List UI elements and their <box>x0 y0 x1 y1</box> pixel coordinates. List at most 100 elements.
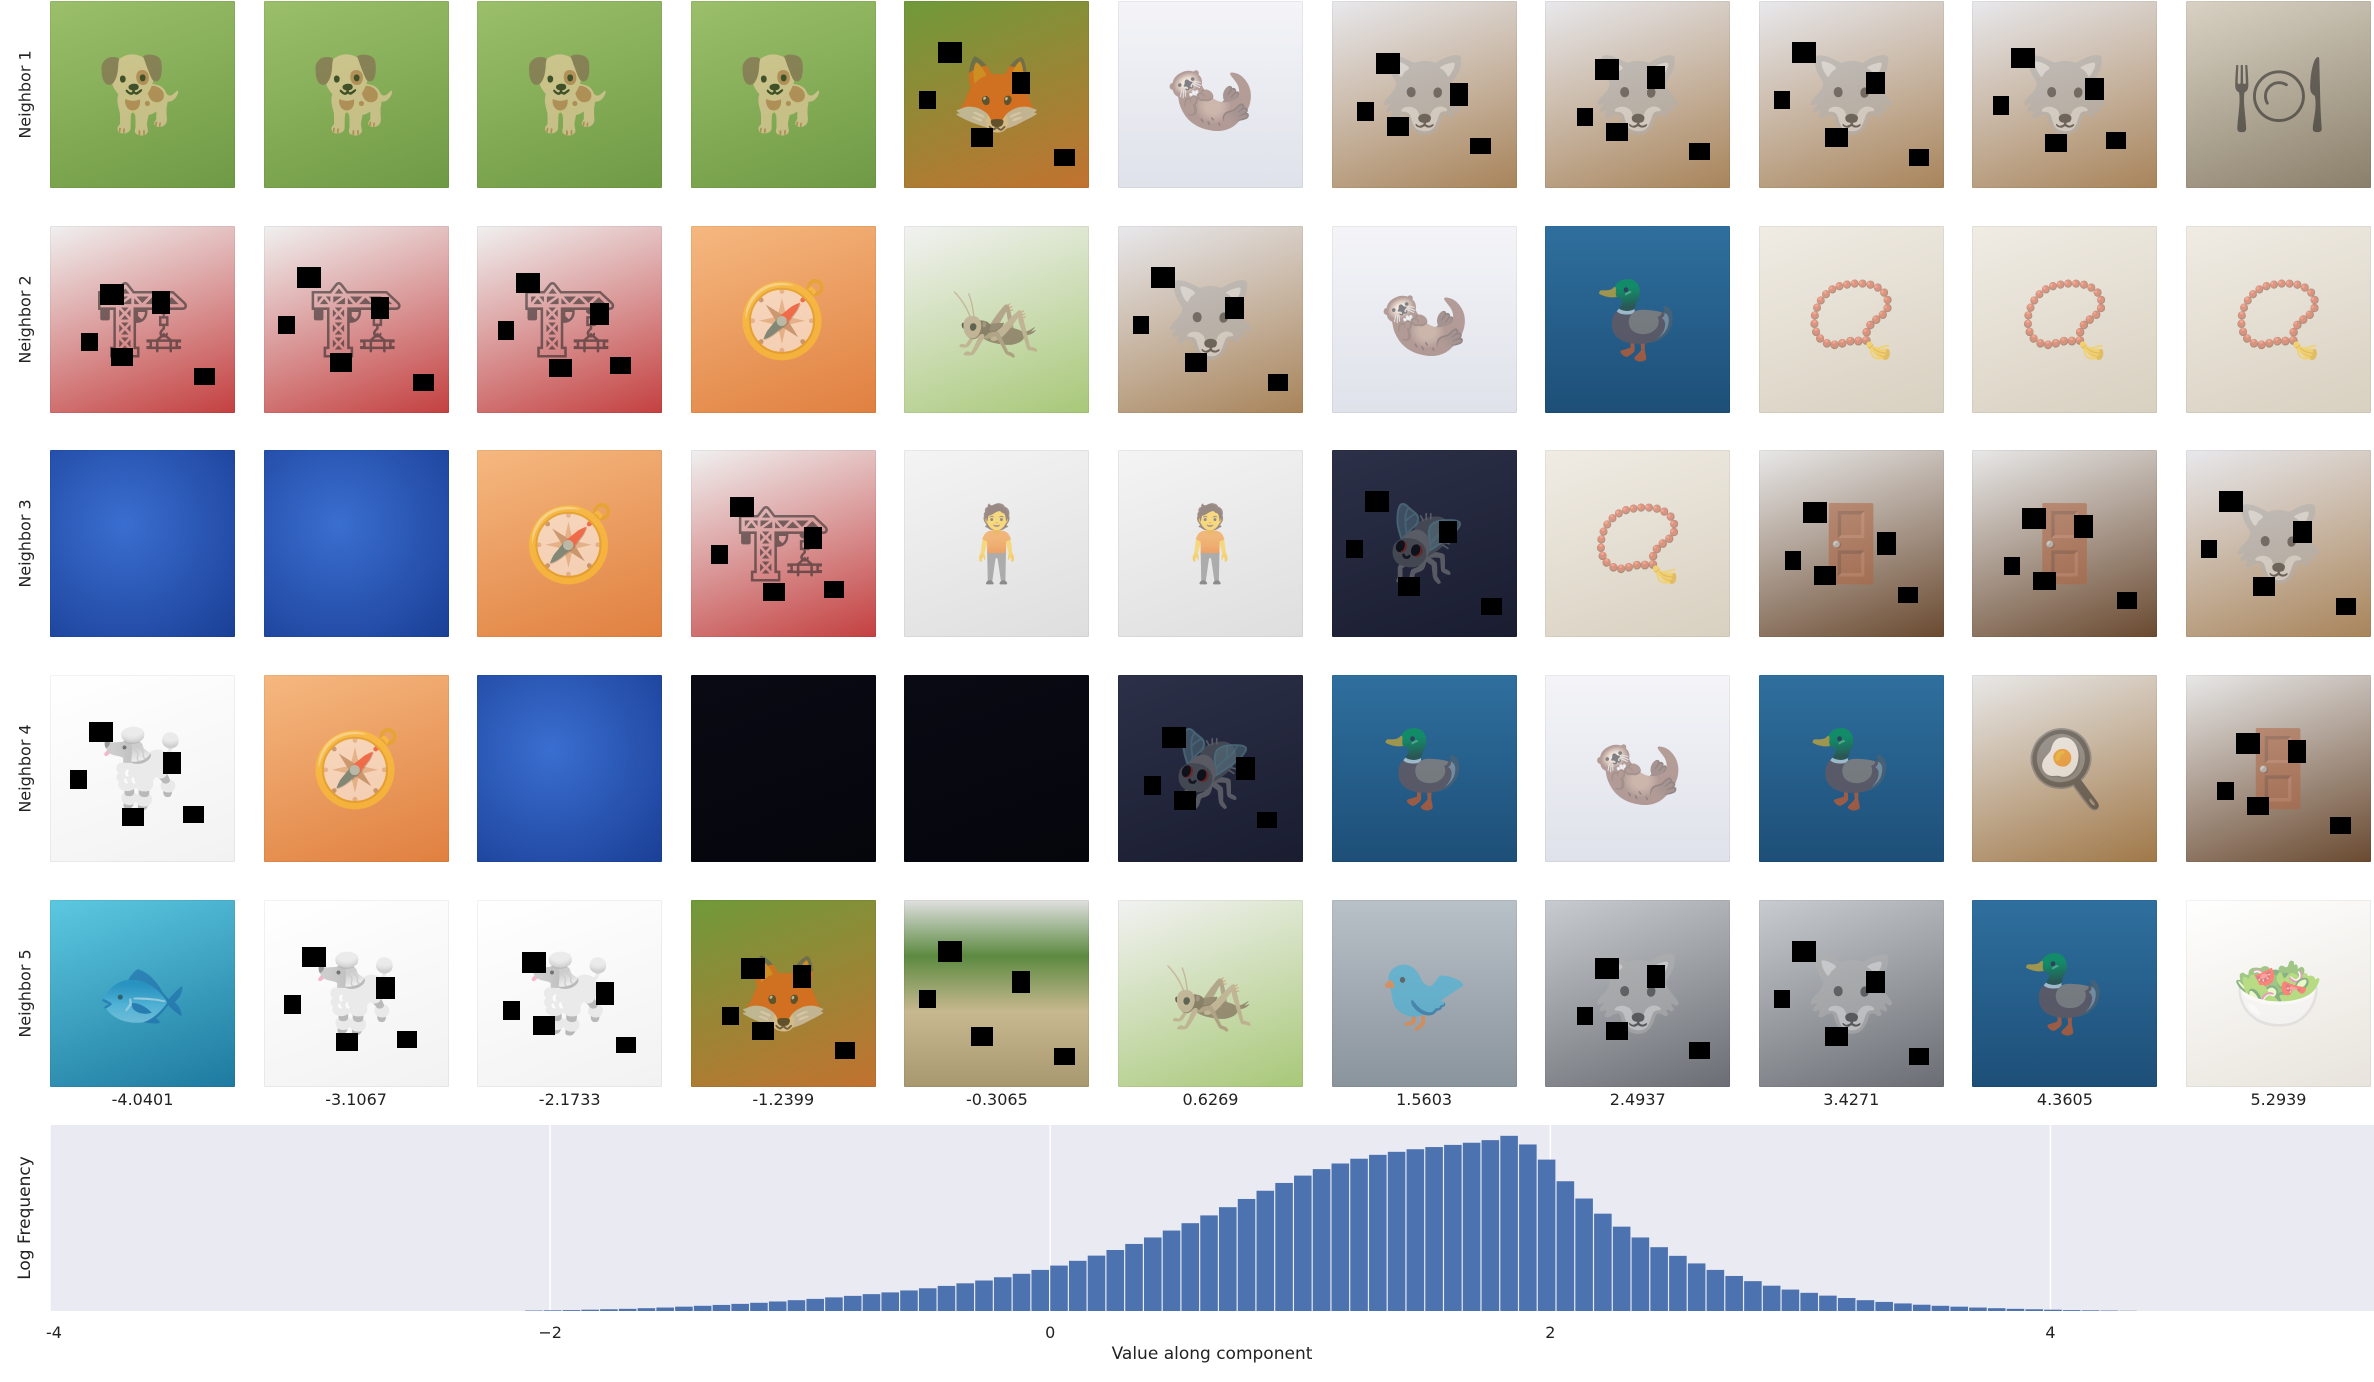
histogram-bar <box>1481 1140 1500 1311</box>
histogram-bar <box>1087 1255 1106 1311</box>
histogram: -4 −2 0 2 4 Value along component Log Freque… <box>15 1125 2374 1364</box>
duck-icon: 🦆 <box>1805 725 1898 812</box>
occlusion-patch <box>2335 597 2357 615</box>
histogram-bar <box>1987 1308 2006 1311</box>
grasshopper-icon: 🦗 <box>950 276 1043 363</box>
neighbor-image-blue-texture <box>50 450 235 637</box>
occlusion-patch <box>2219 491 2244 512</box>
occlusion-patch <box>330 353 353 372</box>
column-value-label: 3.4271 <box>1823 1090 1880 1109</box>
occlusion-patch <box>2235 732 2260 754</box>
occlusion-patch <box>70 770 87 790</box>
tableware-icon: 🍽 <box>2231 51 2326 138</box>
dragonfly-icon: 🪰 <box>1378 500 1471 587</box>
occlusion-patch <box>122 807 145 827</box>
histogram-bar <box>1594 1213 1612 1311</box>
neighbor-image-weasel: 🦦 <box>1545 675 1731 862</box>
histogram-bar <box>1875 1301 1893 1311</box>
occlusion-patch <box>1011 72 1031 95</box>
neighbor-image-wolf: 🐺 <box>2186 450 2371 637</box>
wolf-icon: 🐺 <box>2232 500 2325 587</box>
occlusion-patch <box>1908 1047 1929 1065</box>
neighbor-image-wolf: 🐺 <box>1118 226 1303 413</box>
neighbor-image-duck: 🦆 <box>1758 675 1944 862</box>
neighbor-image-compass-box: 🧭 <box>263 675 449 862</box>
row-label-text: Neighbor 3 <box>15 499 35 588</box>
foxes-icon: 🦊 <box>950 51 1043 138</box>
column-value-label: -0.3065 <box>966 1090 1028 1109</box>
histogram-bar <box>993 1277 1012 1311</box>
neighbor-image-room-door: 🚪 <box>1758 450 1944 637</box>
histogram-bars <box>525 1135 2137 1311</box>
occlusion-patch <box>376 976 395 1000</box>
neighbor-image-dog: 🐕 <box>690 1 876 188</box>
histogram-bar <box>806 1298 824 1311</box>
compass-box-icon: 🧭 <box>310 725 403 812</box>
histogram-bar <box>1631 1237 1650 1311</box>
row-label-text: Neighbor 1 <box>15 50 35 139</box>
occlusion-patch <box>2003 556 2021 576</box>
neighbor-image-blue-texture <box>477 675 663 862</box>
duck-icon: 🦆 <box>1591 276 1684 363</box>
occlusion-patch <box>162 751 182 775</box>
occlusion-patch <box>711 545 728 565</box>
occlusion-patch <box>1897 586 1918 604</box>
histogram-bar <box>1931 1305 1950 1311</box>
occlusion-patch <box>1595 957 1620 979</box>
occlusion-patch <box>1364 491 1389 512</box>
poodle-icon: 🐩 <box>310 950 403 1037</box>
occlusion-patch <box>615 1036 637 1054</box>
occlusion-patch <box>2293 521 2312 544</box>
histogram-bar <box>2006 1308 2025 1311</box>
neighbor-image-dragonfly: 🪰 <box>1118 675 1303 862</box>
neighbor-image-forklift: 🏗 <box>50 226 235 413</box>
occlusion-patch <box>1877 532 1896 555</box>
histogram-bar <box>1350 1158 1368 1311</box>
histogram-bar <box>693 1305 712 1311</box>
histogram-bar <box>1612 1226 1631 1311</box>
occlusion-patch <box>1825 1027 1848 1046</box>
occlusion-patch <box>1236 757 1255 780</box>
neighbor-image-duck: 🦆 <box>1331 675 1517 862</box>
shorebird-icon: 🐦 <box>1378 950 1471 1037</box>
occlusion-patch <box>1438 521 1458 544</box>
histogram-bar <box>956 1283 975 1311</box>
neighbor-image-foxes: 🦊 <box>904 1 1090 188</box>
histogram-bar <box>581 1309 599 1311</box>
occlusion-patch <box>1992 96 2010 116</box>
food-plate-icon: 🥗 <box>2232 950 2325 1037</box>
histogram-bar <box>1406 1149 1425 1311</box>
histogram-bar <box>1312 1169 1331 1311</box>
histogram-bar <box>1744 1281 1762 1311</box>
person-dog-stroller-icon: 🧍 <box>1164 500 1257 587</box>
x-ticks: -4 −2 0 2 4 <box>46 1323 2056 1342</box>
dog-icon: 🐕 <box>523 51 616 138</box>
histogram-bar <box>712 1304 731 1311</box>
occlusion-patch <box>2330 817 2351 834</box>
x-tick-label: 0 <box>1045 1323 1055 1342</box>
occlusion-patch <box>722 1006 739 1026</box>
neighbor-image-wolf: 🐺 <box>1331 1 1517 188</box>
column-value-label: 4.3605 <box>2036 1090 2093 1109</box>
occlusion-patch <box>2085 77 2104 101</box>
neighbor-image-duck: 🦆 <box>1545 226 1731 413</box>
occlusion-patch <box>183 805 204 823</box>
histogram-bar <box>1256 1190 1275 1311</box>
occlusion-patch <box>1825 128 1848 147</box>
histogram-bar <box>1031 1269 1050 1311</box>
occlusion-patch <box>2074 515 2093 538</box>
x-tick-label: −2 <box>538 1323 562 1342</box>
occlusion-patch <box>1773 90 1791 110</box>
necklace-icon: 📿 <box>1805 276 1898 363</box>
occlusion-patch <box>762 582 786 602</box>
histogram-bar <box>2062 1310 2081 1311</box>
occlusion-patch <box>2022 507 2047 529</box>
weasel-icon: 🦦 <box>1164 51 1257 138</box>
forklift-icon: 🏗 <box>522 276 617 363</box>
column-value-label: 0.6269 <box>1182 1090 1239 1109</box>
histogram-bar <box>843 1295 862 1311</box>
compass-box-icon: 🧭 <box>737 276 830 363</box>
histogram-bar <box>543 1310 562 1311</box>
occlusion-patch <box>1646 66 1666 89</box>
neighbor-image-necklace: 📿 <box>1758 226 1944 413</box>
